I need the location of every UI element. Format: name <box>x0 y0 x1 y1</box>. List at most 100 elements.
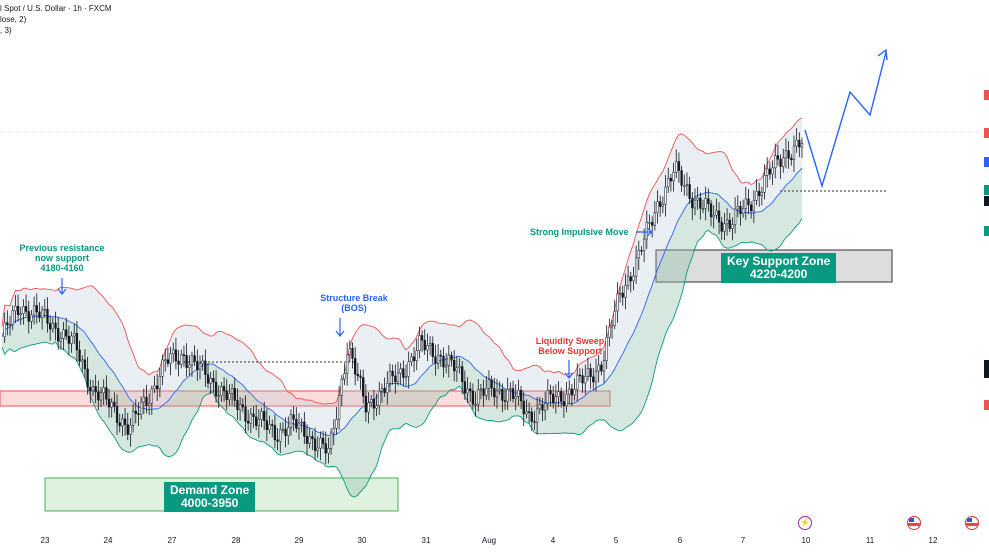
candle-body <box>316 447 319 451</box>
annotation-line: Structure Break <box>320 293 388 303</box>
annotation-line: now support <box>35 253 89 263</box>
candle-body <box>613 310 616 326</box>
candle-body <box>153 385 156 390</box>
candle-body <box>402 368 405 378</box>
candle-body <box>648 222 651 224</box>
candle-body <box>319 437 322 449</box>
candle-body <box>651 222 654 226</box>
candle-body <box>680 170 683 186</box>
candle-body <box>172 349 175 355</box>
candle-body <box>86 368 89 388</box>
candle-body <box>560 391 563 402</box>
candle-body <box>479 388 483 391</box>
candle-body <box>313 438 317 451</box>
candle-body <box>565 393 568 407</box>
candle-body <box>150 388 153 404</box>
candle-body <box>776 155 780 160</box>
candle-body <box>570 388 574 396</box>
bollinger-lower-line <box>1 218 803 498</box>
candle-body <box>763 175 766 193</box>
candle-body <box>201 360 204 364</box>
symbol-title: l Spot / U.S. Dollar · 1h · FXCM <box>0 4 112 13</box>
candle-body <box>554 396 557 403</box>
x-tick: 10 <box>801 536 811 545</box>
candle-body <box>506 388 509 402</box>
candle-body <box>134 410 137 414</box>
candle-body <box>247 420 250 424</box>
candle-body <box>265 420 269 430</box>
candle-body <box>645 222 648 240</box>
candle-body <box>129 425 132 435</box>
candle-body <box>193 355 196 362</box>
candle-body <box>137 413 140 415</box>
zone-range: 4000-3950 <box>180 496 239 510</box>
candle-body <box>434 356 437 364</box>
candle-body <box>439 354 442 357</box>
candle-body <box>701 207 705 210</box>
candle-body <box>190 355 194 366</box>
candle-body <box>602 360 606 372</box>
candle-body <box>616 293 619 312</box>
price-marker <box>984 90 989 100</box>
arrow-down-bos <box>335 318 345 337</box>
us-flag-icon[interactable] <box>907 516 921 530</box>
candle-body <box>297 422 301 429</box>
demand-zone-label: Demand Zone 4000-3950 <box>164 482 256 512</box>
candle-body <box>525 411 528 415</box>
candle-body <box>423 339 426 351</box>
candle-body <box>755 190 758 201</box>
candle-body <box>214 381 218 397</box>
candle-body <box>351 348 354 359</box>
candle-body <box>667 177 670 188</box>
candle-body <box>75 333 79 351</box>
candle-body <box>677 161 681 171</box>
zone-title: Key Support Zone <box>727 254 831 268</box>
candle-body <box>442 355 445 368</box>
candle-body <box>252 413 255 418</box>
candle-body <box>535 408 539 423</box>
candle-body <box>220 386 223 397</box>
candle-body <box>3 322 6 337</box>
arrow-right-impulse <box>636 227 653 237</box>
candle-body <box>469 388 472 392</box>
candle-body <box>367 402 370 413</box>
candle-body <box>661 204 665 207</box>
candle-body <box>16 305 20 316</box>
bollinger-upper-line <box>1 117 803 405</box>
candle-body <box>169 353 172 364</box>
candle-body <box>782 157 785 167</box>
candle-body <box>664 186 667 205</box>
price-marker <box>984 400 989 410</box>
candle-body <box>463 381 467 394</box>
candle-body <box>180 354 183 365</box>
candle-body <box>115 406 119 423</box>
candle-body <box>35 305 38 313</box>
candle-body <box>121 418 124 427</box>
candle-body <box>538 404 541 410</box>
us-flag-icon[interactable] <box>965 516 979 530</box>
candle-body <box>461 366 464 382</box>
candle-body <box>795 139 798 147</box>
x-tick: 24 <box>103 536 113 545</box>
candle-body <box>725 219 729 225</box>
candle-body <box>741 208 745 214</box>
candle-body <box>236 400 239 410</box>
candle-body <box>255 416 258 426</box>
candle-body <box>370 399 373 403</box>
candle-body <box>787 150 790 159</box>
lightning-icon[interactable]: ⚡ <box>798 516 812 530</box>
candle-body <box>263 411 266 421</box>
candle-body <box>656 201 659 213</box>
candle-body <box>271 424 274 426</box>
candle-body <box>428 343 432 346</box>
candle-body <box>321 437 325 444</box>
x-tick: 31 <box>421 536 431 545</box>
candle-body <box>541 404 544 411</box>
candle-body <box>420 335 424 341</box>
candle-body <box>391 370 394 377</box>
candle-body <box>552 393 555 403</box>
candle-body <box>549 390 552 395</box>
candle-body <box>573 389 576 396</box>
candle-body <box>209 377 212 384</box>
